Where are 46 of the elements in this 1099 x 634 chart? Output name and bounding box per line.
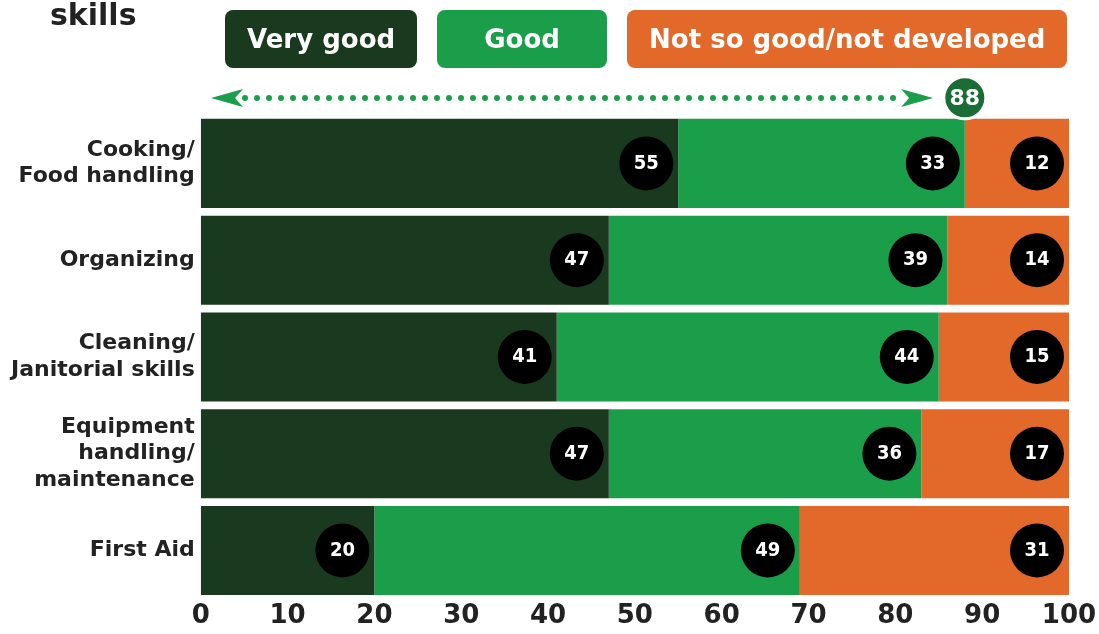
- bar: [374, 505, 800, 595]
- text: Not so good/not developed: [627, 10, 1068, 68]
- data-label: 39: [902, 246, 928, 271]
- data-label: 17: [1024, 439, 1050, 464]
- data-label: 47: [564, 246, 590, 271]
- x-tick-label: 0: [191, 599, 210, 630]
- y-tick-label: Cooking/ Food handling: [18, 135, 196, 188]
- data-label: 49: [755, 536, 781, 561]
- data-label: 14: [1024, 246, 1050, 271]
- bar: [608, 215, 948, 305]
- data-label: 47: [564, 439, 590, 464]
- x-tick-label: 50: [616, 599, 653, 630]
- bar: [200, 312, 557, 402]
- data-label: 36: [876, 439, 902, 464]
- bar: [200, 409, 609, 499]
- x-tick-label: 70: [790, 599, 827, 630]
- chart-title: skills: [50, 0, 137, 32]
- data-label: 31: [1024, 536, 1050, 561]
- bar: [200, 118, 679, 208]
- y-tick-label: First Aid: [89, 536, 195, 562]
- x-tick-label: 20: [356, 599, 393, 630]
- text: Very good: [225, 10, 418, 68]
- x-tick-label: 40: [529, 599, 567, 630]
- data-label: 33: [920, 149, 946, 174]
- text: Good: [437, 10, 608, 68]
- data-label: 41: [512, 343, 538, 368]
- annotation: 88: [949, 84, 981, 110]
- data-label: 12: [1024, 149, 1050, 174]
- x-tick-label: 60: [703, 599, 740, 630]
- bar: [678, 118, 965, 208]
- x-tick-label: 30: [443, 599, 480, 630]
- y-tick-label: Equipment handling/ maintenance: [34, 412, 196, 491]
- data-label: 55: [633, 149, 659, 174]
- y-tick-label: Organizing: [59, 245, 195, 271]
- bar: [556, 312, 939, 402]
- data-label: 44: [894, 343, 920, 368]
- bar: [608, 409, 922, 499]
- bar: [200, 215, 609, 305]
- x-tick-label: 80: [877, 599, 914, 630]
- y-tick-label: Cleaning/ Janitorial skills: [9, 329, 196, 381]
- data-label: 15: [1024, 343, 1050, 368]
- bar: [799, 505, 1069, 595]
- x-tick-label: 90: [964, 599, 1001, 630]
- data-label: 20: [329, 536, 355, 561]
- x-tick-label: 10: [269, 599, 306, 630]
- x-tick-label: 100: [1041, 599, 1097, 630]
